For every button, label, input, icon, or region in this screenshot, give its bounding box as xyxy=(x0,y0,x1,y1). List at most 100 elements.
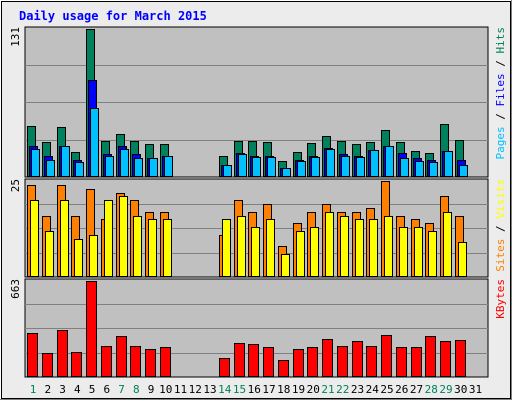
x-tick-label: 10 xyxy=(159,383,172,396)
x-tick-label: 25 xyxy=(380,383,393,396)
x-tick-label: 21 xyxy=(321,383,334,396)
bar-pages-day-8 xyxy=(134,158,143,177)
x-tick-label: 12 xyxy=(189,383,202,396)
bar-kbytes-day-4 xyxy=(71,352,82,377)
legend-entry: Visits xyxy=(494,179,507,219)
bar-kbytes-day-17 xyxy=(263,347,274,377)
x-tick-label: 30 xyxy=(454,383,467,396)
bar-pages-day-3 xyxy=(61,146,70,177)
bar-sites-day-9 xyxy=(148,219,157,277)
chart-title: Daily usage for March 2015 xyxy=(19,9,207,23)
bar-kbytes-day-14 xyxy=(219,358,230,377)
bar-sites-day-23 xyxy=(355,219,364,277)
y-axis-max-label: 25 xyxy=(9,179,22,192)
x-tick-label: 15 xyxy=(233,383,246,396)
bar-sites-day-16 xyxy=(251,227,260,277)
bar-pages-day-15 xyxy=(238,154,247,177)
bar-sites-day-20 xyxy=(310,227,319,277)
x-tick-label: 16 xyxy=(248,383,261,396)
legend-entry: Files xyxy=(494,73,507,106)
bar-sites-day-26 xyxy=(399,227,408,277)
bar-pages-day-24 xyxy=(370,150,379,177)
bar-kbytes-day-26 xyxy=(396,347,407,377)
bar-sites-day-14 xyxy=(222,219,231,277)
bar-sites-day-4 xyxy=(74,239,83,277)
bar-sites-day-29 xyxy=(443,212,452,277)
bar-pages-day-30 xyxy=(459,165,468,177)
bar-kbytes-day-27 xyxy=(411,347,422,377)
legend-entry: KBytes xyxy=(494,279,507,319)
bar-kbytes-day-9 xyxy=(145,349,156,377)
x-tick-label: 20 xyxy=(307,383,320,396)
bar-sites-day-18 xyxy=(281,254,290,277)
panel-legend: KBytes xyxy=(494,279,507,319)
x-tick-label: 7 xyxy=(118,383,125,396)
legend-entry: Sites xyxy=(494,239,507,272)
x-tick-label: 3 xyxy=(59,383,66,396)
x-tick-label: 17 xyxy=(262,383,275,396)
bar-pages-day-7 xyxy=(120,149,129,177)
bar-sites-day-8 xyxy=(133,216,142,277)
bar-sites-day-6 xyxy=(104,200,113,277)
bar-sites-day-22 xyxy=(340,216,349,277)
bar-kbytes-day-15 xyxy=(234,343,245,377)
bar-sites-day-28 xyxy=(428,231,437,277)
x-tick-label: 23 xyxy=(351,383,364,396)
bar-pages-day-6 xyxy=(105,156,114,177)
bar-kbytes-day-19 xyxy=(293,349,304,377)
x-tick-label: 2 xyxy=(44,383,51,396)
x-tick-label: 6 xyxy=(103,383,110,396)
bar-sites-day-27 xyxy=(414,227,423,277)
x-tick-label: 9 xyxy=(148,383,155,396)
bar-sites-day-10 xyxy=(163,219,172,277)
x-axis-tick-labels: 1 2 3 4 5 6 7 8 9 10 11 12 13 14 15 16 17 18 19 20 21 22 23 24 2… xyxy=(30,383,482,396)
x-tick-label: 8 xyxy=(133,383,140,396)
bar-kbytes-day-6 xyxy=(101,346,112,377)
bar-pages-day-17 xyxy=(267,157,276,177)
bar-sites-day-15 xyxy=(237,216,246,277)
legend-entry: Pages xyxy=(494,126,507,159)
x-tick-label: 14 xyxy=(218,383,232,396)
bar-sites-day-2 xyxy=(45,231,54,277)
x-tick-label: 28 xyxy=(425,383,438,396)
bar-pages-day-22 xyxy=(341,156,350,177)
bar-pages-day-9 xyxy=(149,158,158,177)
x-tick-label: 1 xyxy=(30,383,37,396)
bar-kbytes-day-22 xyxy=(337,346,348,377)
panel-visits_sites: 25 Sites / Visits xyxy=(9,178,507,278)
bar-pages-day-26 xyxy=(400,158,409,177)
bar-sites-day-25 xyxy=(384,216,393,277)
x-tick-label: 18 xyxy=(277,383,290,396)
legend-entry: / xyxy=(494,54,507,74)
x-tick-label: 26 xyxy=(395,383,408,396)
bar-kbytes-day-8 xyxy=(130,346,141,377)
x-tick-label: 24 xyxy=(366,383,380,396)
bar-kbytes-day-28 xyxy=(425,336,436,377)
bar-kbytes-day-7 xyxy=(116,336,127,377)
bar-sites-day-24 xyxy=(369,219,378,277)
panel-legend: Pages / Files / Hits xyxy=(494,27,507,160)
bar-pages-day-5 xyxy=(90,108,99,177)
bar-kbytes-day-2 xyxy=(42,353,53,377)
bar-pages-day-2 xyxy=(46,160,55,177)
bar-kbytes-day-30 xyxy=(455,340,466,377)
panel-legend: Sites / Visits xyxy=(494,179,507,272)
bar-pages-day-28 xyxy=(429,162,438,177)
legend-entry: Hits xyxy=(494,27,507,54)
x-tick-label: 27 xyxy=(410,383,423,396)
legend-entry: / xyxy=(494,107,507,127)
bar-sites-day-30 xyxy=(458,242,467,277)
bar-kbytes-day-20 xyxy=(307,347,318,377)
bar-pages-day-23 xyxy=(356,157,365,177)
x-tick-label: 19 xyxy=(292,383,305,396)
bar-sites-day-5 xyxy=(89,235,98,277)
bar-sites-day-7 xyxy=(119,196,128,277)
bar-pages-day-16 xyxy=(252,157,261,177)
y-axis-max-label: 663 xyxy=(9,279,22,299)
bar-kbytes-day-25 xyxy=(381,335,392,377)
x-tick-label: 11 xyxy=(174,383,187,396)
bar-pages-day-27 xyxy=(415,161,424,177)
bar-kbytes-day-3 xyxy=(57,330,68,377)
bar-kbytes-day-18 xyxy=(278,360,289,377)
